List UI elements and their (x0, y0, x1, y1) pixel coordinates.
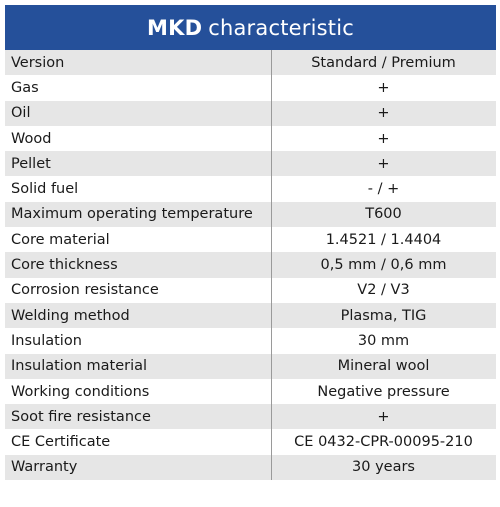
row-value: + (377, 130, 390, 147)
table-row: CE Certificate CE 0432-CPR-00095-210 (5, 429, 496, 454)
row-value: Mineral wool (337, 358, 430, 375)
row-value: + (377, 79, 390, 96)
row-value: 30 mm (357, 332, 410, 349)
table-row: Soot fire resistance + (5, 404, 496, 430)
table-title-bold: MKD (147, 15, 203, 40)
row-value: Negative pressure (317, 383, 450, 400)
row-label: Soot fire resistance (11, 408, 151, 425)
table-title-rest: characteristic (208, 15, 354, 40)
row-label: Core thickness (11, 257, 118, 274)
table-row: Maximum operating temperature T600 (5, 201, 496, 228)
table-row: Working conditions Negative pressure (5, 379, 496, 404)
row-value: 1.4521 / 1.4404 (325, 231, 442, 248)
row-label: Core material (11, 231, 110, 248)
row-value: + (377, 155, 390, 172)
row-label: Corrosion resistance (11, 282, 159, 299)
row-label: Gas (11, 79, 39, 96)
table-row: Insulation material Mineral wool (5, 353, 496, 379)
row-label: Solid fuel (11, 181, 79, 198)
row-value: + (377, 105, 390, 122)
row-label: Wood (11, 130, 52, 147)
row-label: Pellet (11, 155, 51, 172)
row-label: Oil (11, 105, 31, 122)
row-value: Plasma, TIG (340, 307, 427, 324)
table-row: Wood + (5, 126, 496, 151)
row-value: Standard / Premium (311, 54, 456, 71)
table-row: Oil + (5, 100, 496, 126)
row-label: Insulation (11, 332, 82, 349)
row-value: CE 0432-CPR-00095-210 (294, 434, 473, 451)
row-label: Version (11, 54, 65, 71)
row-value: - / + (367, 181, 400, 198)
row-value: 0,5 mm / 0,6 mm (320, 257, 447, 274)
table-row: Insulation 30 mm (5, 328, 496, 353)
table-row: Core thickness 0,5 mm / 0,6 mm (5, 252, 496, 278)
row-label: Working conditions (11, 383, 150, 400)
table-row: Warranty 30 years (5, 454, 496, 481)
row-label: CE Certificate (11, 434, 111, 451)
table-row: Solid fuel - / + (5, 176, 496, 201)
table-row: Corrosion resistance V2 / V3 (5, 278, 496, 303)
row-label: Warranty (11, 459, 78, 476)
table-row: Gas + (5, 75, 496, 100)
row-label: Welding method (11, 307, 130, 324)
table-row: Core material 1.4521 / 1.4404 (5, 227, 496, 252)
row-value: T600 (365, 206, 402, 223)
characteristics-table: MKD characteristic Version Standard / Pr… (5, 5, 496, 481)
table-row: Pellet + (5, 151, 496, 177)
row-value: + (377, 408, 390, 425)
row-label: Maximum operating temperature (11, 206, 253, 223)
table-row: Version Standard / Premium (5, 50, 496, 76)
table-row: Welding method Plasma, TIG (5, 302, 496, 329)
row-value: V2 / V3 (357, 282, 410, 299)
row-value: 30 years (352, 459, 415, 476)
row-label: Insulation material (11, 358, 148, 375)
column-divider (271, 50, 272, 481)
table-body: Version Standard / Premium Gas + Oil + W… (5, 50, 496, 481)
table-header: MKD characteristic (5, 5, 496, 50)
